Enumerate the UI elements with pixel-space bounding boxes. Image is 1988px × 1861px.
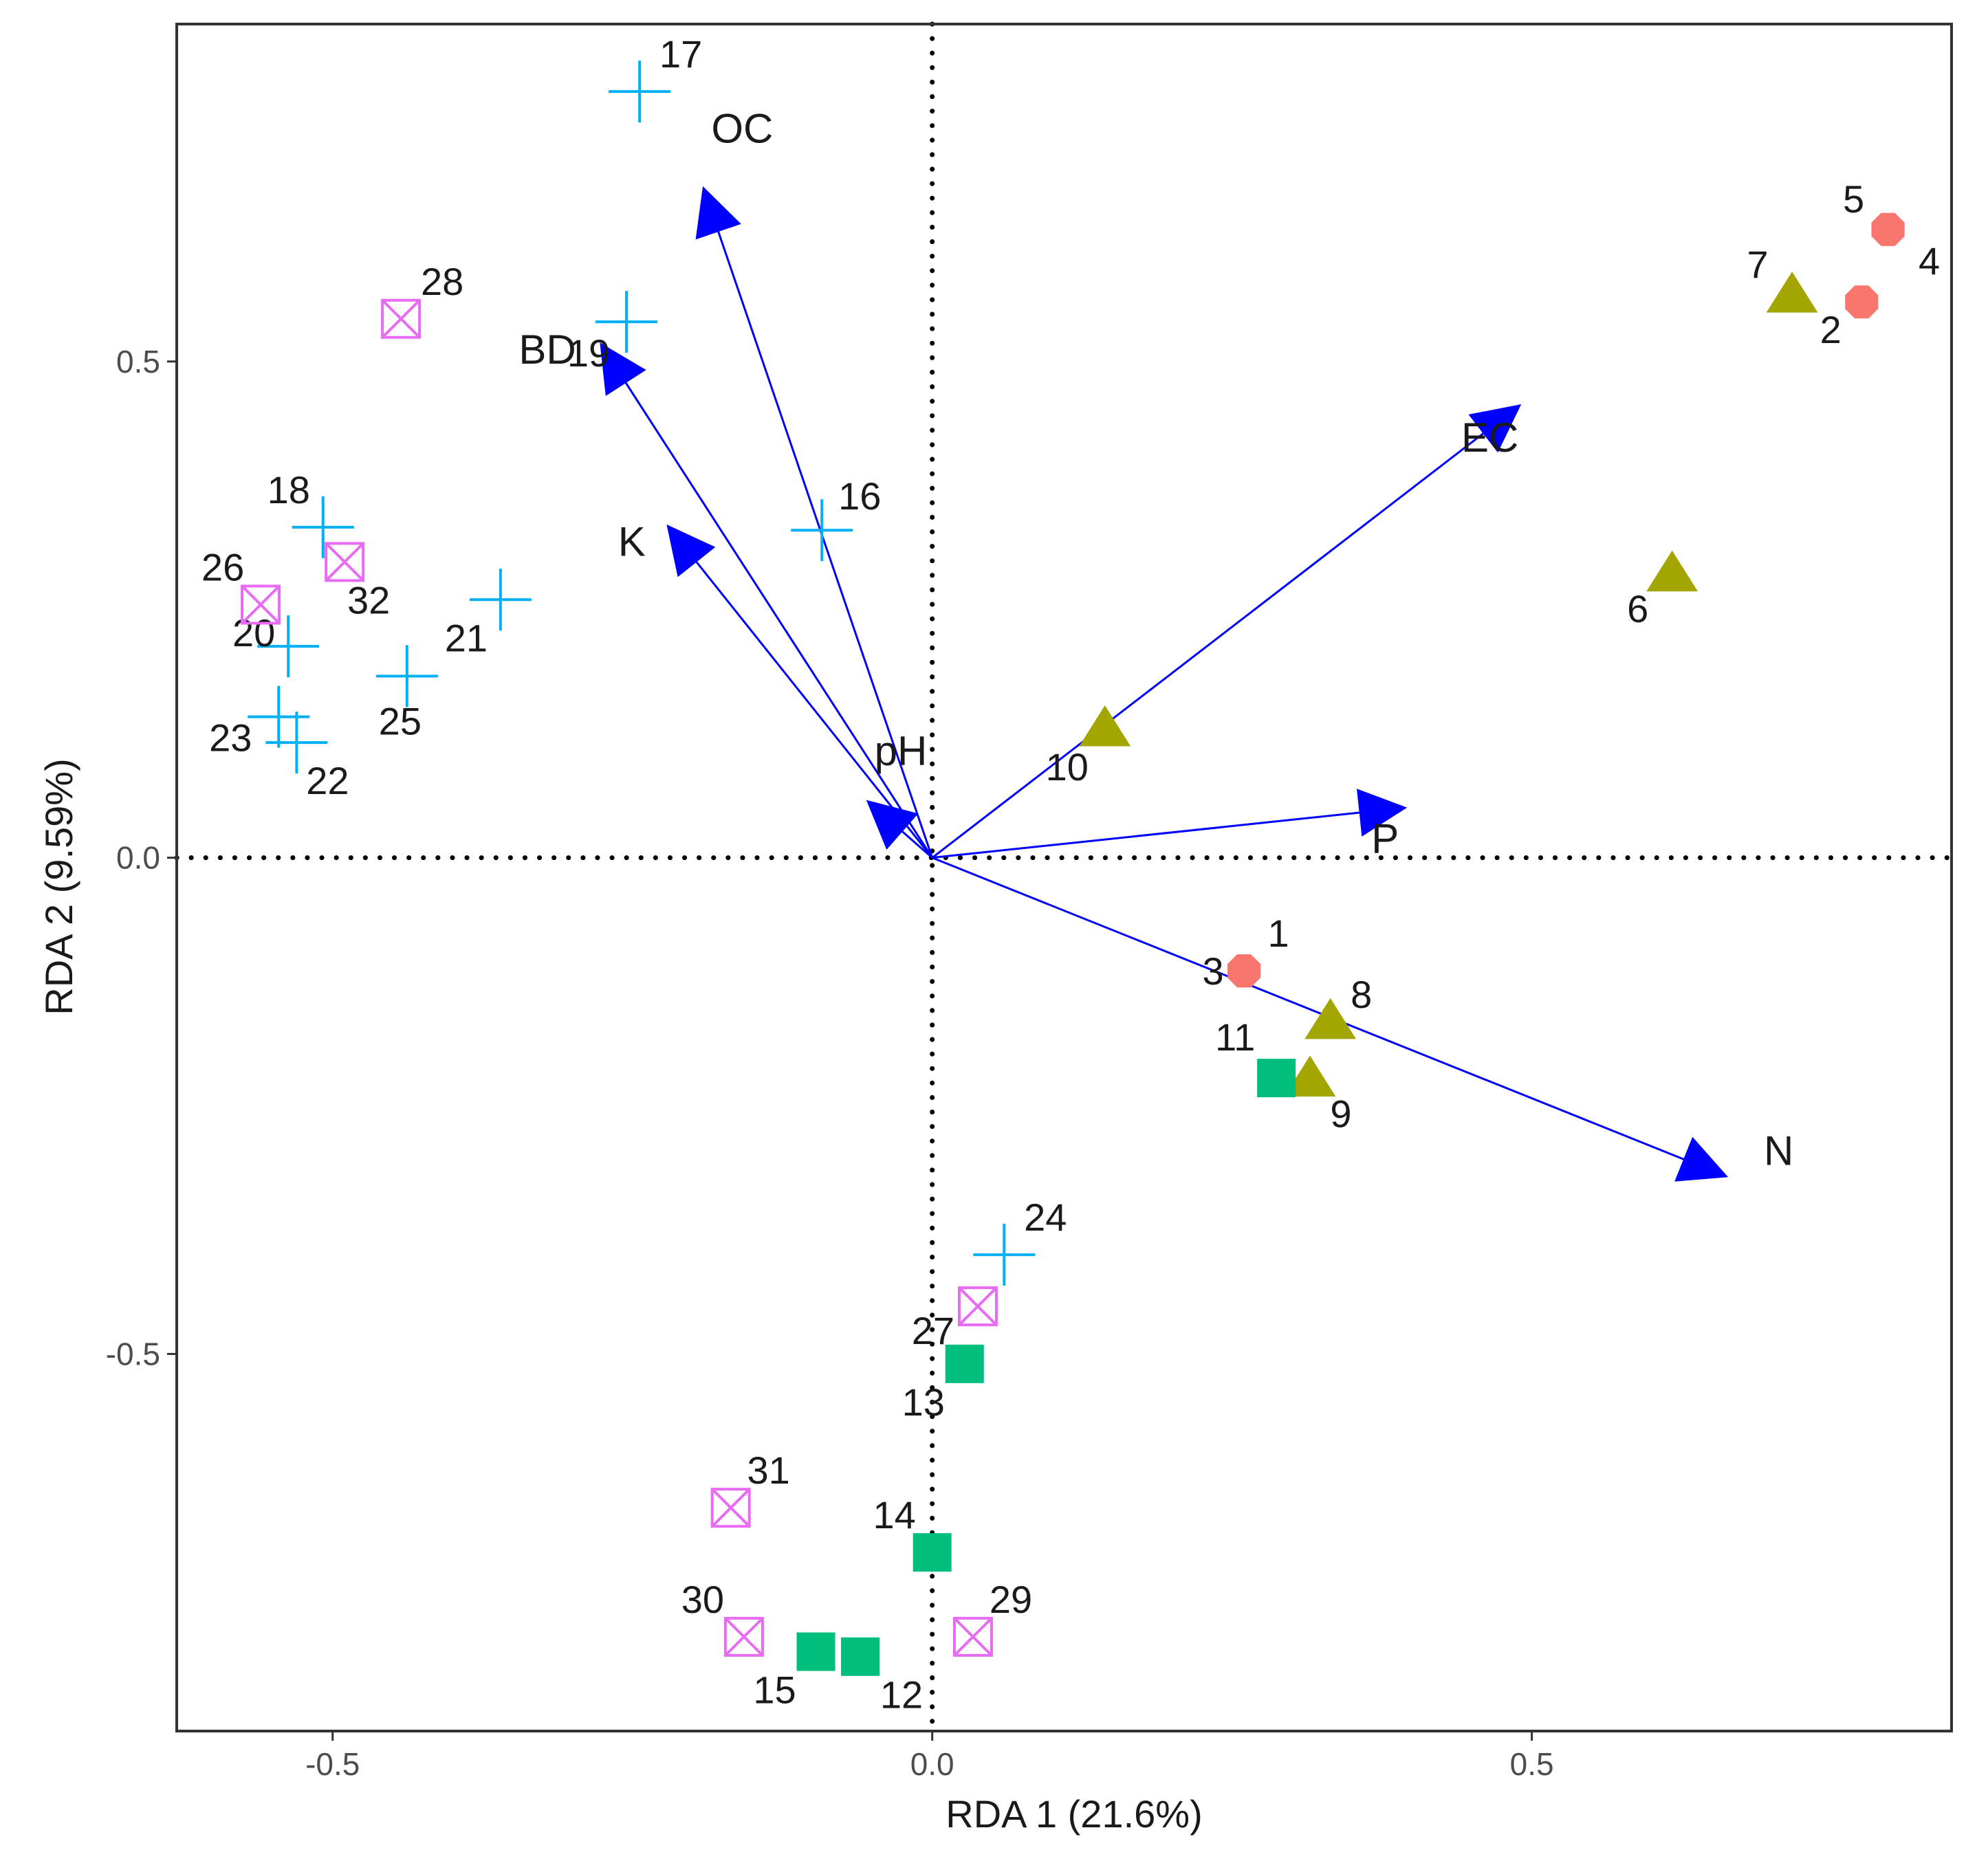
point-label-5: 5	[1843, 177, 1864, 221]
point-label-21: 21	[445, 616, 488, 659]
env-arrow-ec	[931, 404, 1522, 859]
point-label-30: 30	[681, 1578, 724, 1621]
x-tick-label: 0.0	[910, 1746, 954, 1782]
plot-panel-border	[175, 23, 1953, 1732]
point-label-8: 8	[1351, 973, 1372, 1016]
point-26	[241, 584, 281, 625]
point-28-d2	[381, 299, 421, 339]
point-label-32: 32	[347, 578, 390, 621]
point-31-box	[710, 1488, 751, 1528]
x-tick-label: -0.5	[305, 1746, 360, 1782]
point-label-20: 20	[232, 611, 275, 654]
point-label-3: 3	[1203, 949, 1224, 993]
point-label-11: 11	[1215, 1015, 1255, 1059]
arrow-label-oc: OC	[711, 106, 773, 152]
arrow-label-p: P	[1371, 815, 1399, 861]
point-30-d2	[724, 1617, 764, 1657]
point-25	[375, 645, 438, 707]
y-tick-label: 0.0	[116, 840, 160, 876]
point-label-13: 13	[902, 1380, 945, 1424]
point-26-box	[241, 584, 281, 625]
x-axis-title: RDA 1 (21.6%)	[946, 1792, 1203, 1836]
point-14	[913, 1533, 952, 1572]
x-tick-label: 0.5	[1510, 1746, 1554, 1782]
point-7	[1766, 272, 1818, 313]
env-arrow-ph	[866, 800, 933, 859]
arrow-label-bd: BD	[518, 327, 576, 373]
point-31	[710, 1488, 751, 1528]
point-32-d2	[325, 542, 364, 582]
point-label-18: 18	[267, 468, 310, 511]
point-24	[973, 1224, 1036, 1286]
point-2	[1845, 285, 1879, 319]
y-axis-title: RDA 2 (9.59%)	[37, 758, 80, 1015]
point-label-16: 16	[838, 474, 881, 518]
point-9	[1284, 1055, 1336, 1097]
point-23	[248, 685, 310, 748]
point-label-31: 31	[747, 1449, 790, 1492]
point-10	[1079, 705, 1131, 747]
point-label-17: 17	[659, 32, 702, 76]
point-16	[791, 499, 853, 562]
point-label-22: 22	[306, 759, 349, 802]
point-32-box	[325, 542, 365, 582]
point-label-7: 7	[1747, 243, 1768, 286]
point-20	[257, 615, 320, 678]
point-29-box	[952, 1616, 993, 1657]
point-label-24: 24	[1024, 1196, 1067, 1239]
point-27	[957, 1286, 998, 1327]
point-label-4: 4	[1919, 239, 1940, 283]
point-5	[1871, 212, 1905, 246]
point-label-15: 15	[753, 1669, 796, 1712]
arrow-label-n: N	[1764, 1128, 1793, 1174]
point-label-25: 25	[379, 699, 422, 742]
arrow-label-ec: EC	[1461, 415, 1518, 461]
point-8	[1304, 998, 1357, 1039]
point-22	[265, 712, 328, 774]
point-label-6: 6	[1627, 587, 1648, 630]
point-32	[325, 542, 365, 582]
env-arrow-bd	[600, 342, 933, 859]
point-12	[841, 1637, 880, 1676]
point-27-box	[957, 1286, 998, 1327]
point-18	[292, 496, 354, 558]
point-6	[1646, 550, 1698, 592]
point-label-2: 2	[1820, 308, 1842, 351]
point-label-1: 1	[1268, 912, 1289, 955]
y-tick-label: 0.5	[116, 344, 160, 379]
point-30-box	[723, 1616, 764, 1657]
point-28	[381, 298, 422, 339]
point-21	[469, 569, 532, 631]
point-27-d2	[958, 1286, 998, 1326]
point-label-26: 26	[201, 546, 244, 589]
point-15	[796, 1632, 835, 1671]
arrow-label-k: K	[618, 518, 646, 564]
point-label-12: 12	[880, 1673, 923, 1717]
point-29-d2	[953, 1617, 993, 1657]
point-3	[1227, 954, 1261, 988]
point-label-27: 27	[912, 1309, 954, 1352]
point-11	[1257, 1059, 1296, 1098]
env-arrow-p	[932, 789, 1408, 859]
point-13	[945, 1344, 984, 1383]
env-arrow-oc	[695, 186, 934, 859]
point-28-box	[381, 298, 422, 339]
point-label-9: 9	[1330, 1092, 1351, 1136]
point-17	[609, 60, 671, 123]
point-29	[952, 1616, 993, 1657]
point-label-29: 29	[990, 1578, 1032, 1621]
point-19	[595, 291, 657, 353]
point-label-14: 14	[873, 1493, 916, 1537]
point-label-10: 10	[1046, 745, 1089, 789]
point-label-23: 23	[209, 716, 252, 760]
point-label-19: 19	[567, 331, 610, 375]
arrow-label-ph: pH	[875, 728, 928, 774]
y-tick-label: -0.5	[106, 1336, 160, 1372]
point-label-28: 28	[421, 260, 463, 303]
point-26-d2	[241, 585, 281, 624]
point-30	[723, 1616, 764, 1657]
point-31-d2	[711, 1488, 751, 1528]
